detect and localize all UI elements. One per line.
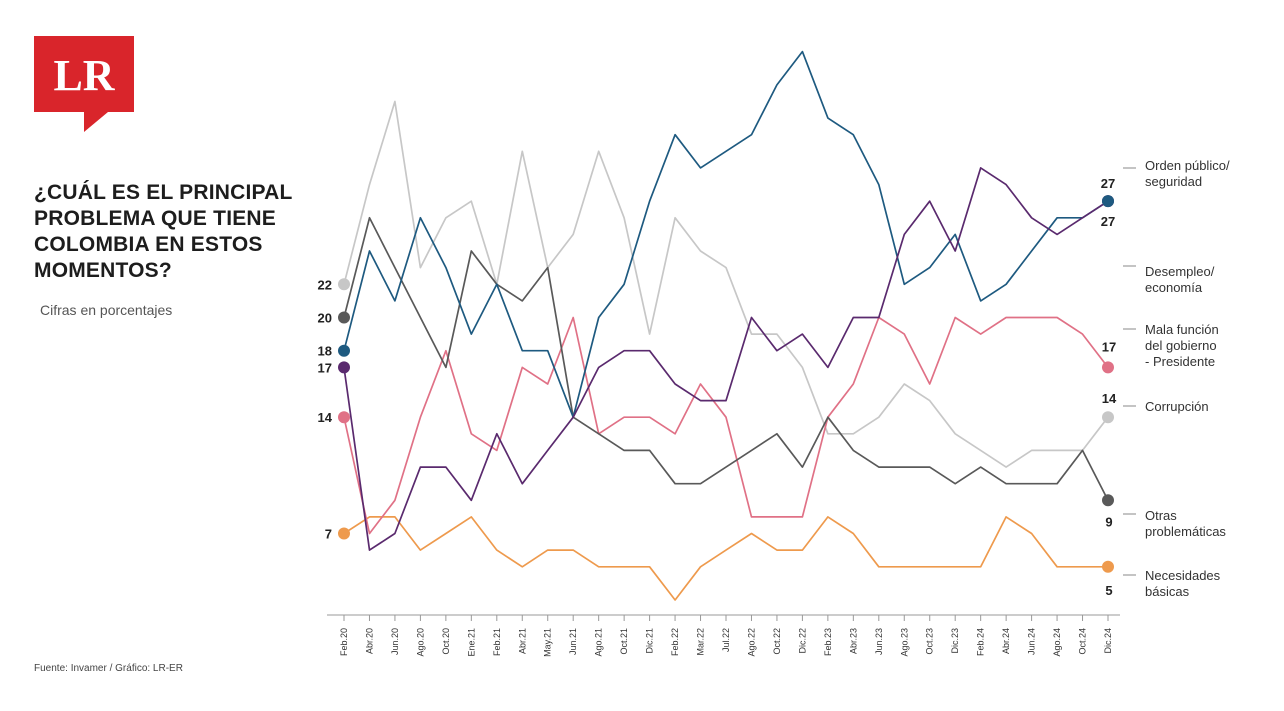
- series-start-label: 22: [318, 277, 332, 292]
- x-tick-label: Jun.21: [568, 628, 578, 655]
- series-end-marker: [1102, 411, 1114, 424]
- series-line: [343, 50, 1109, 419]
- x-tick-label: Feb.24: [976, 628, 986, 656]
- x-tick-label: May.21: [543, 628, 553, 657]
- lr-logo: LR: [34, 36, 134, 132]
- x-tick-label: Oct.24: [1078, 628, 1088, 655]
- series-start-marker: [338, 278, 350, 291]
- x-tick-label: Dic.24: [1103, 628, 1113, 654]
- series-end-label: 17: [1102, 339, 1116, 354]
- headline: ¿CUÁL ES EL PRINCIPAL PROBLEMA QUE TIENE…: [34, 181, 293, 282]
- series-line: [343, 316, 1109, 535]
- x-tick-label: Oct.20: [441, 628, 451, 655]
- series-line: [343, 167, 1109, 551]
- legend-entry: Orden público/seguridad: [1145, 158, 1230, 189]
- x-tick-label: Jun.24: [1027, 628, 1037, 655]
- series-end-label: 14: [1102, 391, 1117, 406]
- legend-entry: Desempleo/economía: [1145, 264, 1215, 295]
- series-end-marker: [1102, 494, 1114, 507]
- series-end-marker: [1102, 361, 1114, 374]
- series-start-marker: [338, 411, 350, 424]
- series-end-marker: [1102, 560, 1114, 573]
- legend-entry: Necesidades básicas: [1145, 568, 1221, 599]
- x-tick-label: Dic.22: [797, 628, 807, 654]
- logo-text: LR: [53, 51, 115, 100]
- subtitle: Cifras en porcentajes: [40, 302, 173, 318]
- x-tick-label: Abr.23: [848, 628, 858, 654]
- series-start-marker: [338, 361, 350, 374]
- series-line: [343, 216, 1109, 501]
- series-end-label: 27: [1101, 176, 1115, 191]
- x-tick-label: Dic.21: [645, 628, 655, 654]
- x-tick-label: Abr.24: [1001, 628, 1011, 654]
- x-tick-label: Feb.23: [823, 628, 833, 656]
- x-tick-label: Ago.24: [1052, 628, 1062, 657]
- x-tick-label: Jun.20: [390, 628, 400, 655]
- x-tick-label: Oct.21: [619, 628, 629, 655]
- series-line: [343, 516, 1108, 601]
- x-tick-label: Oct.22: [772, 628, 782, 655]
- x-tick-label: Feb.20: [339, 628, 349, 656]
- series-start-marker: [338, 527, 350, 540]
- series-end-marker: [1102, 195, 1114, 208]
- legend-entry: Otras problemáticas: [1145, 508, 1226, 539]
- x-tick-label: Ago.21: [594, 628, 604, 657]
- x-tick-label: Jun.23: [874, 628, 884, 655]
- legend-entry: Corrupción: [1145, 399, 1209, 414]
- x-tick-label: Ene.21: [466, 628, 476, 657]
- x-tick-label: Dic.23: [950, 628, 960, 654]
- x-tick-label: Ago.23: [899, 628, 909, 657]
- x-tick-label: Ago.22: [746, 628, 756, 657]
- series-start-marker: [338, 311, 350, 324]
- series-end-label: 27: [1101, 214, 1115, 229]
- x-tick-label: Abr.20: [364, 628, 374, 654]
- series-line: [343, 100, 1109, 468]
- x-tick-label: Oct.23: [925, 628, 935, 655]
- series-start-label: 14: [318, 410, 333, 425]
- x-tick-label: Mar.22: [696, 628, 706, 656]
- x-tick-label: Abr.21: [517, 628, 527, 654]
- series-start-label: 20: [318, 311, 332, 326]
- source-note: Fuente: Invamer / Gráfico: LR-ER: [34, 663, 183, 674]
- x-tick-label: Feb.21: [492, 628, 502, 656]
- legend-entry: Mala función del gobierno - Presidente: [1145, 322, 1219, 369]
- series-start-marker: [338, 344, 350, 357]
- x-tick-label: Ago.20: [415, 628, 425, 657]
- x-tick-label: Jul.22: [721, 628, 731, 652]
- series-start-label: 17: [318, 360, 332, 375]
- series-end-label: 9: [1105, 514, 1112, 529]
- series-start-label: 7: [325, 527, 332, 542]
- series-end-label: 5: [1105, 583, 1112, 598]
- x-tick-label: Feb.22: [670, 628, 680, 656]
- series-start-label: 18: [318, 344, 332, 359]
- logo-speech-bubble: [34, 36, 134, 132]
